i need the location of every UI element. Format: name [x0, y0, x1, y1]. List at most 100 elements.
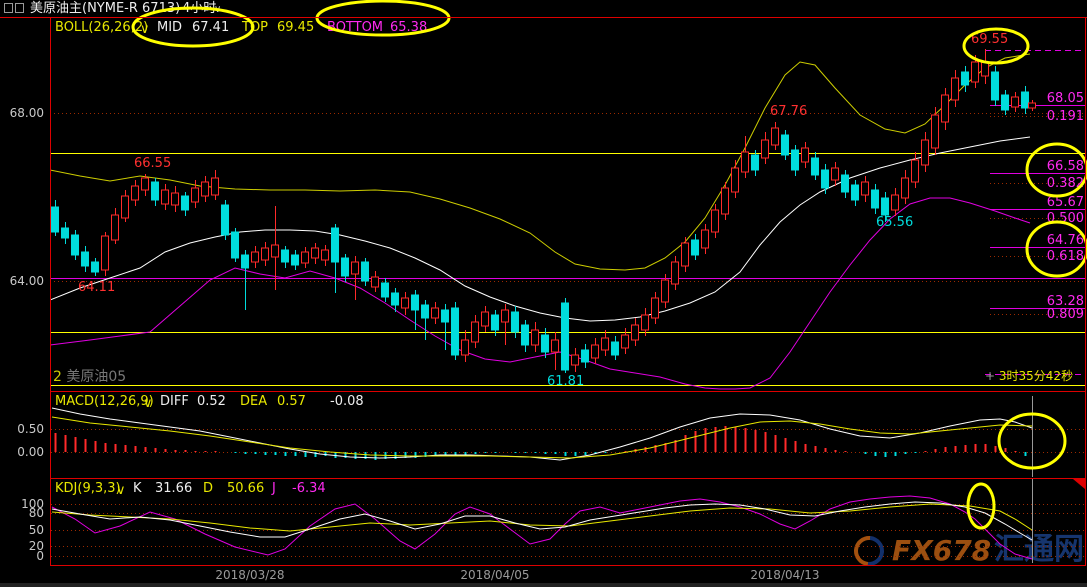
candle	[661, 279, 669, 303]
candle	[261, 247, 269, 261]
candle	[221, 204, 229, 236]
candle	[391, 292, 399, 306]
candle	[141, 177, 149, 191]
macd-panel[interactable]	[51, 396, 1085, 477]
candle	[191, 187, 199, 203]
candle	[971, 61, 979, 83]
candle	[561, 302, 569, 371]
candle	[51, 206, 59, 233]
candle	[241, 254, 249, 269]
boll-upper-band	[50, 53, 1031, 271]
candle	[91, 261, 99, 273]
candle	[741, 151, 749, 173]
candle	[111, 214, 119, 241]
candle	[691, 239, 699, 256]
border-left	[50, 17, 51, 566]
kdj-d-line	[51, 503, 1033, 532]
candle	[181, 195, 189, 211]
candle	[811, 157, 819, 176]
candle	[121, 195, 129, 219]
candle	[641, 314, 649, 331]
candle	[1021, 91, 1029, 109]
kdj-panel[interactable]	[51, 479, 1085, 563]
candle	[791, 149, 799, 171]
candle	[381, 282, 389, 298]
kdj-k-line	[51, 501, 1033, 541]
candle	[711, 209, 719, 233]
candle	[441, 309, 449, 323]
candle	[981, 61, 989, 77]
candle	[161, 189, 169, 205]
border-kdj-bottom	[50, 565, 1086, 566]
candle	[941, 94, 949, 123]
candle	[501, 309, 509, 323]
border-main-bottom	[50, 391, 1086, 392]
candle	[401, 297, 409, 309]
candle	[361, 261, 369, 282]
candle	[471, 321, 479, 343]
candle	[901, 177, 909, 199]
candle	[551, 339, 559, 353]
candle	[701, 229, 709, 249]
candle	[651, 297, 659, 319]
candle	[681, 242, 689, 267]
candle	[231, 231, 239, 259]
candle	[931, 114, 939, 149]
candle	[421, 304, 429, 319]
candle	[851, 184, 859, 201]
candle	[991, 71, 999, 101]
candle	[271, 244, 279, 258]
candle	[331, 227, 339, 263]
candle	[721, 187, 729, 215]
candle	[781, 134, 789, 156]
candle	[761, 139, 769, 159]
kdj-j-line	[51, 495, 1033, 560]
candle	[131, 185, 139, 201]
candle	[251, 251, 259, 263]
candle	[861, 181, 869, 196]
candle	[801, 147, 809, 163]
candle	[631, 324, 639, 341]
macd-diff-line	[51, 407, 1033, 461]
candle	[671, 261, 679, 285]
candle	[951, 77, 959, 101]
candle	[211, 177, 219, 196]
candle	[171, 192, 179, 206]
candle	[61, 227, 69, 239]
candle	[961, 71, 969, 86]
candle	[321, 249, 329, 261]
candle	[751, 154, 759, 171]
candle	[341, 257, 349, 277]
candle	[201, 181, 209, 197]
candle	[511, 311, 519, 333]
candle	[411, 294, 419, 311]
candle	[351, 261, 359, 275]
candle	[601, 337, 609, 351]
macd-dea-line	[51, 416, 1033, 459]
candle	[71, 234, 79, 256]
candle	[841, 174, 849, 193]
candle	[871, 189, 879, 209]
candle	[591, 344, 599, 359]
candle	[311, 247, 319, 259]
candle	[371, 276, 379, 288]
candle	[611, 341, 619, 356]
candle	[1028, 102, 1036, 109]
candle	[1011, 96, 1019, 108]
fx678-text: FX678	[892, 534, 992, 567]
candle	[291, 254, 299, 266]
candle	[301, 251, 309, 264]
candle	[101, 235, 109, 271]
candle	[821, 169, 829, 189]
main-price-panel[interactable]	[50, 49, 1086, 390]
candle	[431, 307, 439, 319]
candle	[521, 324, 529, 346]
boll-lower-band	[50, 197, 1031, 390]
candle	[81, 251, 89, 267]
candle	[571, 354, 579, 366]
candle	[831, 167, 839, 181]
candle	[461, 339, 469, 356]
candle	[731, 167, 739, 193]
candle	[451, 307, 459, 356]
